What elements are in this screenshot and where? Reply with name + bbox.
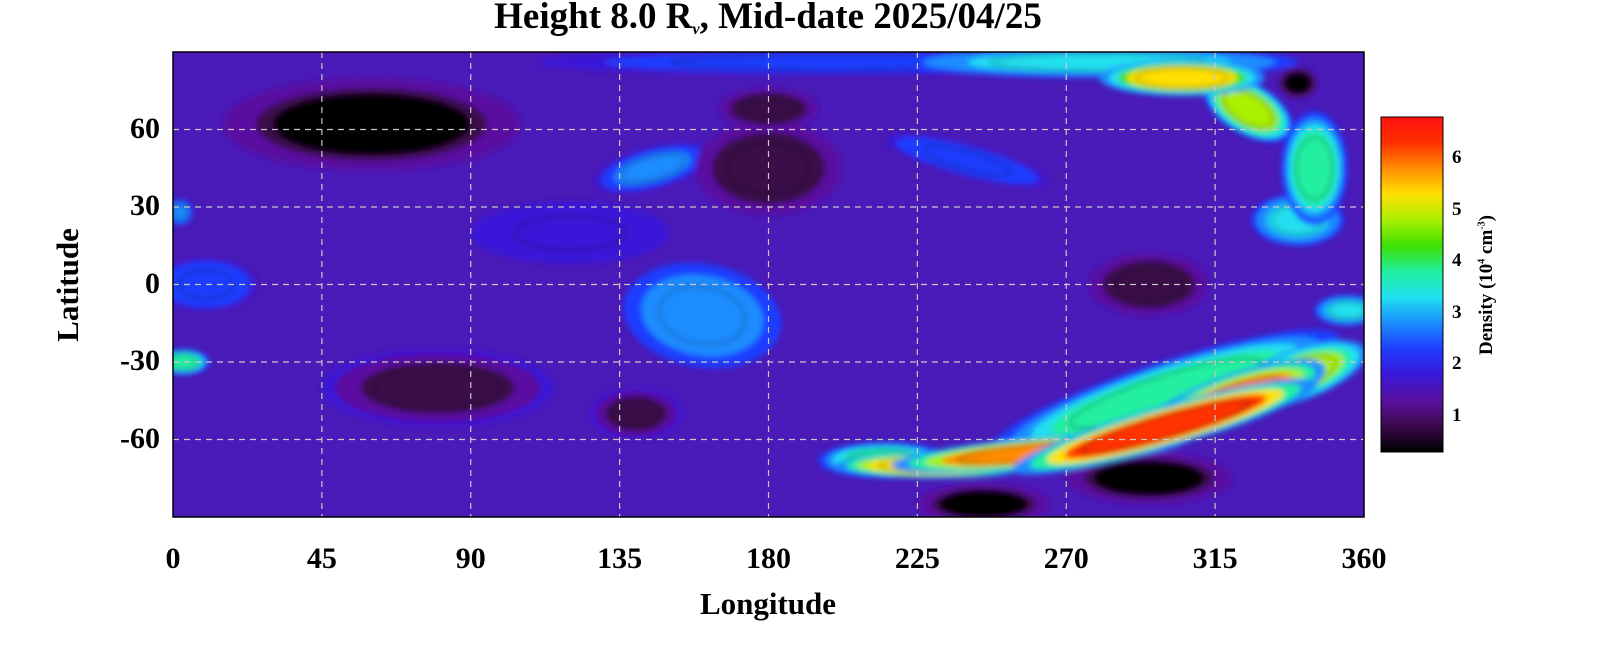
density-feature: [1066, 452, 1232, 505]
contour-line: [1223, 89, 1274, 128]
colorbar-label-exp2: -3: [1476, 221, 1488, 230]
x-axis-label: Longitude: [699, 586, 837, 621]
contour-line: [946, 492, 1021, 516]
density-feature: [1277, 67, 1318, 99]
contour-line: [610, 398, 663, 429]
density-contour-level: [1218, 86, 1278, 131]
density-feature: [1099, 59, 1265, 96]
density-contour-level: [1292, 130, 1337, 206]
density-contour-level: [1325, 300, 1364, 321]
colorbar-tick-label: 5: [1452, 198, 1462, 220]
y-tick-label: -30: [120, 344, 160, 377]
x-tick-label: 270: [1043, 542, 1089, 575]
y-tick-label: -60: [120, 421, 160, 455]
density-feature: [173, 349, 210, 375]
density-feature: [992, 329, 1339, 457]
density-feature: [1314, 294, 1364, 326]
x-tick-label: 0: [165, 542, 181, 575]
density-contour-level: [1064, 394, 1267, 459]
contour-line: [1286, 73, 1310, 93]
colorbar-tick-label: 3: [1452, 301, 1462, 323]
colorbar-label-prefix: Density (10: [1476, 263, 1497, 355]
contour-line: [1080, 399, 1251, 454]
title-prefix: Height 8.0 R: [494, 0, 693, 37]
contour-line: [1295, 136, 1334, 201]
y-tick-label: 0: [145, 266, 160, 300]
y-axis-label: Latitude: [50, 228, 85, 342]
density-contour-level: [360, 362, 515, 414]
density-contour-level: [173, 203, 189, 221]
contour-line: [1102, 463, 1195, 493]
colorbar-tick-label: 6: [1452, 147, 1462, 169]
density-contour-level: [650, 280, 755, 351]
x-tick-label: 315: [1192, 542, 1238, 575]
density-contour-level: [605, 396, 667, 431]
density-contour-level: [720, 137, 817, 200]
contour-line: [289, 98, 454, 151]
density-feature: [594, 143, 711, 194]
plot-frame: [172, 51, 1365, 518]
colorbar-label: Density (104 cm-3): [1476, 215, 1498, 355]
y-tick-label: 30: [130, 189, 160, 222]
density-contour-level: [1284, 72, 1311, 94]
density-contour-level: [914, 143, 1020, 178]
contour-line: [620, 153, 685, 183]
density-feature: [470, 201, 670, 264]
colorbar-label-unit: cm: [1476, 229, 1497, 259]
density-contour-level: [272, 93, 471, 156]
grid-lines: [173, 52, 1364, 517]
contour-line: [1115, 266, 1183, 303]
contour-line: [173, 204, 188, 220]
density-feature: [173, 199, 193, 226]
x-tick-label: 90: [455, 542, 486, 575]
x-tick-label: 225: [894, 542, 940, 575]
density-contour-level: [1109, 263, 1189, 306]
colorbar-label-suffix: ): [1476, 215, 1497, 222]
density-feature: [222, 77, 521, 171]
y-tick-label: 60: [130, 111, 160, 145]
density-feature: [589, 387, 683, 440]
contour-line: [1136, 67, 1229, 89]
density-feature: [623, 262, 782, 369]
x-tick-label: 135: [597, 542, 643, 575]
contour-line: [658, 286, 747, 345]
x-tick-label: 360: [1341, 542, 1387, 575]
density-contour-level: [1050, 350, 1281, 436]
colorbar: [1380, 116, 1444, 453]
contour-line: [1328, 301, 1364, 320]
colorbar-tick-label: 1: [1452, 404, 1462, 426]
title-subscript: ν: [692, 21, 700, 38]
density-feature: [695, 121, 842, 215]
contour-line: [514, 215, 626, 251]
density-feature: [321, 349, 554, 427]
density-contour-level: [614, 151, 691, 185]
colorbar-tick-label: 4: [1452, 250, 1462, 272]
contour-line: [922, 145, 1012, 176]
density-feature: [917, 483, 1050, 517]
colorbar-tick-label: 2: [1452, 353, 1462, 375]
density-feature: [1012, 378, 1319, 475]
title-suffix: , Mid-date 2025/04/25: [699, 0, 1042, 37]
density-feature: [887, 134, 1047, 187]
density-feature: [1089, 253, 1209, 316]
contour-line: [373, 366, 502, 410]
colorbar-label-exp1: 4: [1476, 258, 1488, 264]
density-contour-level: [939, 490, 1028, 517]
density-contour-level: [1127, 65, 1237, 90]
x-tick-label: 180: [746, 542, 791, 575]
x-tick-label: 45: [306, 542, 337, 575]
density-contour-level: [1094, 461, 1204, 496]
density-contour-level: [504, 212, 636, 254]
chart-title: Height 8.0 Rν, Mid-date 2025/04/25: [0, 0, 1536, 53]
density-feature: [1281, 111, 1348, 226]
